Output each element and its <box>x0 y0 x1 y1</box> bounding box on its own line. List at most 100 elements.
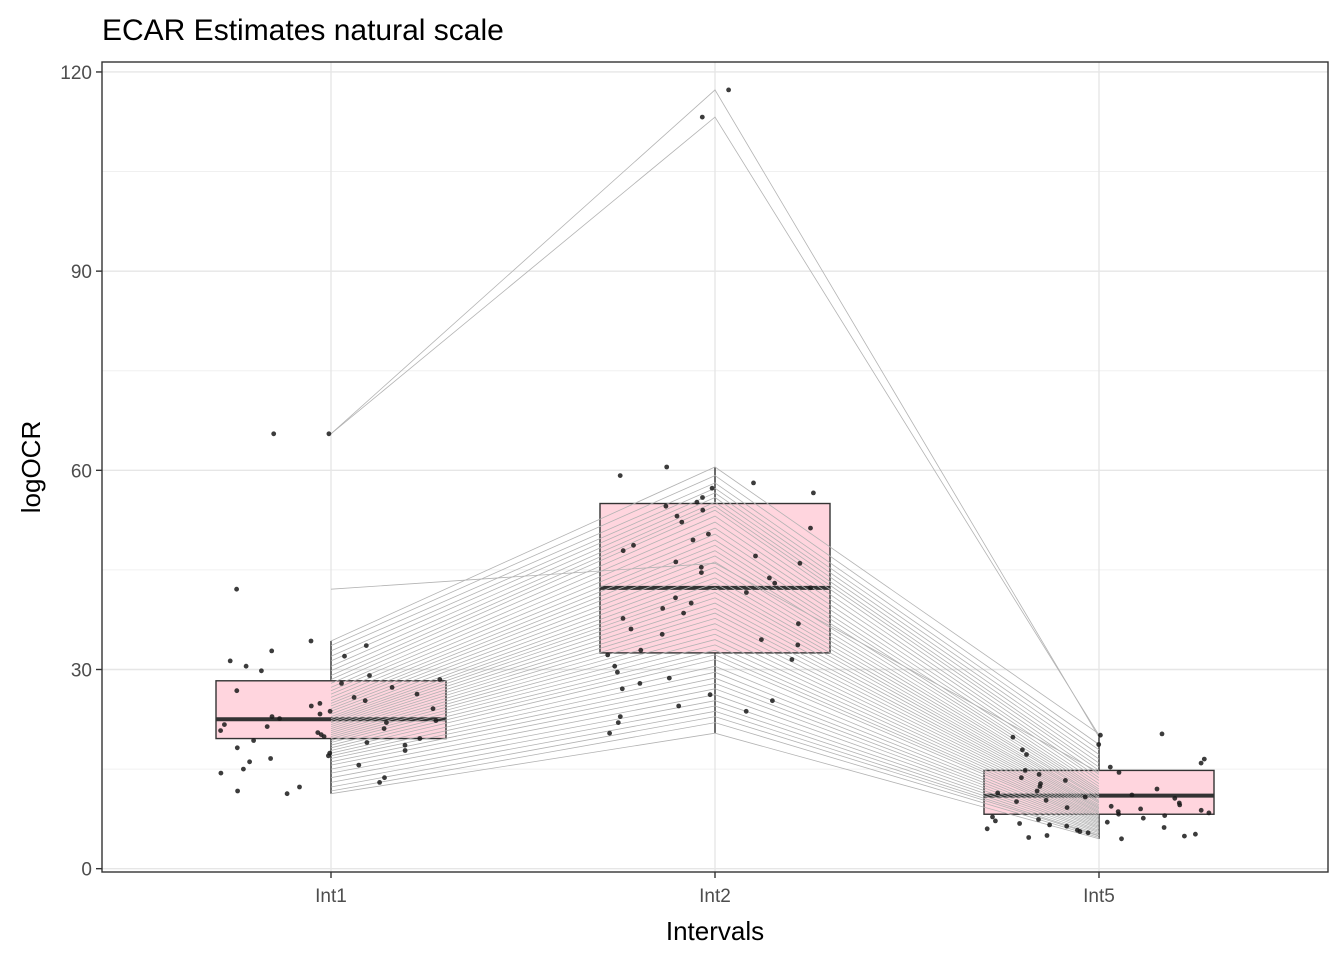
data-point <box>617 473 623 478</box>
data-point <box>1063 778 1068 783</box>
data-point <box>1044 833 1050 838</box>
data-point <box>789 657 795 662</box>
data-point <box>377 780 382 785</box>
paired-line <box>330 722 1100 838</box>
paired-line <box>330 688 1100 831</box>
paired-line <box>330 602 1100 810</box>
data-point <box>1162 813 1168 818</box>
paired-line <box>330 515 1100 779</box>
data-point <box>1177 802 1183 808</box>
data-point <box>227 658 233 664</box>
data-point <box>247 759 253 765</box>
paired-line <box>330 732 1100 840</box>
data-point <box>638 647 644 653</box>
boxplot-int5 <box>983 733 1215 839</box>
data-point <box>698 564 704 570</box>
data-point <box>1020 747 1025 753</box>
data-point <box>699 114 705 120</box>
paired-lines <box>330 89 1100 840</box>
data-point <box>317 711 323 717</box>
paired-line <box>330 654 1100 823</box>
data-point <box>1098 732 1103 738</box>
paired-line <box>330 505 1100 771</box>
data-point <box>363 643 369 648</box>
data-point <box>679 519 685 525</box>
data-point <box>1085 830 1091 836</box>
data-point <box>690 537 696 543</box>
data-point <box>317 701 323 706</box>
data-point <box>364 740 370 745</box>
paired-line <box>330 659 1100 824</box>
data-point <box>251 738 256 743</box>
data-point <box>1159 731 1165 737</box>
paired-line <box>330 705 1100 835</box>
data-point <box>1047 822 1052 828</box>
data-point <box>1043 797 1049 803</box>
data-point <box>990 814 995 820</box>
data-point <box>688 600 694 606</box>
paired-line <box>330 561 1100 798</box>
data-point <box>808 585 813 591</box>
paired-line <box>330 475 1100 745</box>
data-point <box>234 586 240 592</box>
data-point <box>797 560 803 566</box>
paired-line <box>330 649 1100 822</box>
data-point <box>617 714 623 719</box>
paired-line <box>330 550 1100 794</box>
data-point <box>612 663 618 669</box>
data-point <box>1037 784 1043 789</box>
paired-line <box>330 509 1100 775</box>
paired-line <box>330 623 1100 815</box>
data-point <box>1119 836 1124 842</box>
paired-line <box>330 544 1100 792</box>
data-point <box>241 766 246 772</box>
data-point <box>269 648 275 654</box>
data-point <box>235 788 241 794</box>
chart-title: ECAR Estimates natural scale <box>102 14 504 47</box>
paired-line <box>330 482 1100 751</box>
data-point <box>673 595 678 601</box>
data-point <box>1116 770 1122 775</box>
data-point <box>1096 742 1102 747</box>
x-tick-label: Int2 <box>699 886 731 907</box>
data-point <box>772 580 778 586</box>
data-point <box>706 531 711 537</box>
data-point <box>751 480 756 486</box>
data-point <box>666 675 672 681</box>
data-point <box>1036 772 1042 777</box>
data-point <box>770 698 775 704</box>
paired-line <box>330 577 1100 802</box>
paired-line <box>330 521 1100 781</box>
data-point <box>308 638 314 644</box>
data-point <box>744 590 749 595</box>
data-point <box>268 756 273 761</box>
paired-line <box>330 587 1100 806</box>
data-point <box>269 714 275 719</box>
data-point <box>1010 734 1016 740</box>
jittered-points <box>218 87 1212 842</box>
data-point <box>995 790 1001 796</box>
paired-line <box>330 566 1100 799</box>
data-point <box>1077 829 1083 834</box>
data-point <box>1154 786 1160 792</box>
paired-line <box>330 89 1100 738</box>
paired-line <box>330 497 1100 764</box>
data-point <box>811 490 816 496</box>
data-point <box>430 706 436 712</box>
data-point <box>222 722 227 727</box>
paired-line <box>330 582 1100 804</box>
y-axis: 0 30 60 90 120 <box>60 63 102 881</box>
data-point <box>1172 795 1178 801</box>
data-point <box>326 753 331 759</box>
paired-line <box>330 527 1100 785</box>
data-point <box>1129 792 1135 798</box>
data-point <box>327 708 333 714</box>
paired-line <box>330 572 1100 801</box>
data-point <box>277 716 282 721</box>
data-point <box>993 818 998 824</box>
data-point <box>637 681 643 686</box>
data-point <box>795 642 801 648</box>
paired-line <box>330 700 1100 834</box>
data-point <box>1182 833 1187 839</box>
